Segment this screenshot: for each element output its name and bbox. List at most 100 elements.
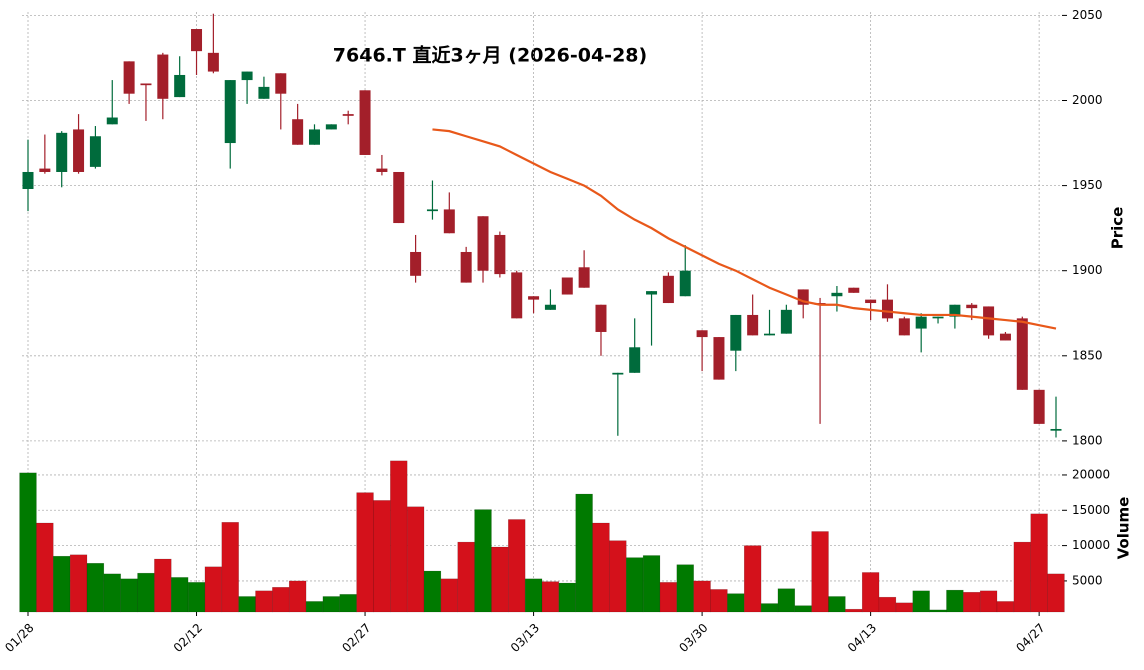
candle-body <box>410 251 422 276</box>
candle-body <box>713 337 725 380</box>
volume-bar <box>676 564 694 613</box>
candle-body <box>511 272 523 319</box>
candle-body <box>140 83 152 86</box>
volume-bar <box>996 601 1015 613</box>
volume-bar <box>170 577 189 613</box>
candle-body <box>39 168 51 172</box>
x-tick-label: 01/28 <box>2 621 36 655</box>
volume-bar <box>423 570 442 613</box>
volume-bar <box>373 500 391 613</box>
volume-bar <box>727 593 745 613</box>
x-tick-label: 02/12 <box>171 621 205 655</box>
candle-body <box>258 86 270 99</box>
volume-axis-title: Volume <box>1115 497 1133 560</box>
volume-bar <box>828 596 846 613</box>
volume-bar <box>69 554 88 613</box>
volume-bar <box>946 589 964 613</box>
volume-bar <box>339 594 357 613</box>
candle-body <box>966 304 978 309</box>
candle-body <box>999 333 1011 341</box>
volume-bar <box>238 596 256 613</box>
volume-bar <box>36 522 54 613</box>
volume-bar <box>103 573 121 613</box>
candle-body <box>157 54 169 99</box>
candle-body <box>106 117 118 125</box>
candle-body <box>1033 389 1045 424</box>
volume-tick-label: 20000 <box>1072 467 1110 481</box>
volume-bar <box>322 596 341 613</box>
candle-body <box>275 73 287 94</box>
volume-bar <box>979 590 998 613</box>
volume-bar <box>508 519 526 613</box>
candle-body <box>174 74 186 98</box>
volume-bar <box>137 572 155 613</box>
candle-body <box>865 299 877 304</box>
candle-body <box>494 234 506 275</box>
candle-body <box>848 287 860 293</box>
candle-body <box>595 304 607 332</box>
volume-bar <box>710 589 728 613</box>
volume-bar <box>558 582 576 613</box>
volume-bar <box>120 578 138 613</box>
volume-bar <box>760 603 779 613</box>
volume-bar <box>861 572 880 613</box>
volume-bar <box>912 590 930 613</box>
y-tick-label: 1900 <box>1072 263 1103 277</box>
candle-body <box>629 347 641 373</box>
candle-body <box>443 209 455 234</box>
candle-body <box>207 52 219 72</box>
candle-body <box>1016 318 1028 390</box>
candle-body <box>123 61 135 94</box>
candle-body <box>56 132 68 172</box>
volume-tick-label: 15000 <box>1072 503 1110 517</box>
volume-bar <box>878 596 897 613</box>
y-tick-label: 1850 <box>1072 348 1103 362</box>
candle-body <box>831 292 843 297</box>
volume-bar <box>474 509 492 613</box>
candle-body <box>393 171 405 224</box>
candle-body <box>561 277 573 295</box>
candle-body <box>696 330 708 338</box>
x-tick-label: 04/13 <box>845 621 879 655</box>
volume-bar <box>1047 573 1065 613</box>
volume-bar <box>845 608 863 613</box>
candle-body <box>292 119 304 145</box>
x-tick-label: 04/27 <box>1013 621 1047 655</box>
volume-bar <box>541 581 560 613</box>
candle-body <box>1050 428 1062 431</box>
volume-bar <box>457 541 475 613</box>
candle-body <box>679 270 691 297</box>
candle-body <box>646 291 658 295</box>
volume-bar <box>154 558 172 613</box>
candle-body <box>949 304 961 317</box>
y-tick-label: 1800 <box>1072 433 1103 447</box>
volume-bar <box>929 609 947 613</box>
candle-body <box>477 216 489 271</box>
candle-body <box>241 71 253 81</box>
volume-bar <box>626 557 644 613</box>
candle-body <box>89 136 101 167</box>
volume-bar <box>895 602 914 613</box>
volume-bar <box>53 555 71 613</box>
volume-bar <box>390 460 408 613</box>
candle-body <box>730 314 742 351</box>
candle-body <box>224 80 236 144</box>
y-axis-title: Price <box>1109 207 1127 250</box>
volume-bar <box>963 591 981 613</box>
candle-body <box>747 314 759 336</box>
candle-body <box>191 29 203 52</box>
candle-body <box>325 124 337 130</box>
volume-bar <box>575 493 593 613</box>
candle-body <box>544 304 556 310</box>
volume-bar <box>659 582 678 613</box>
moving-average-line <box>432 128 1057 330</box>
volume-bar <box>609 540 627 613</box>
volume-bar <box>221 522 239 613</box>
candle-body <box>426 209 438 212</box>
volume-bar <box>794 605 812 613</box>
volume-bar <box>440 578 458 613</box>
volume-bar <box>86 563 105 613</box>
x-tick-label: 02/27 <box>339 621 373 655</box>
volume-bar <box>204 566 223 613</box>
